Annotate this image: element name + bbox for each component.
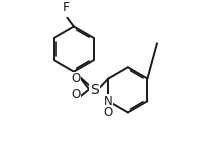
Text: O: O: [71, 89, 80, 101]
Text: O: O: [103, 106, 112, 119]
Text: S: S: [90, 83, 99, 97]
Text: N: N: [104, 95, 113, 108]
Text: O: O: [71, 72, 80, 85]
Text: F: F: [63, 1, 70, 14]
